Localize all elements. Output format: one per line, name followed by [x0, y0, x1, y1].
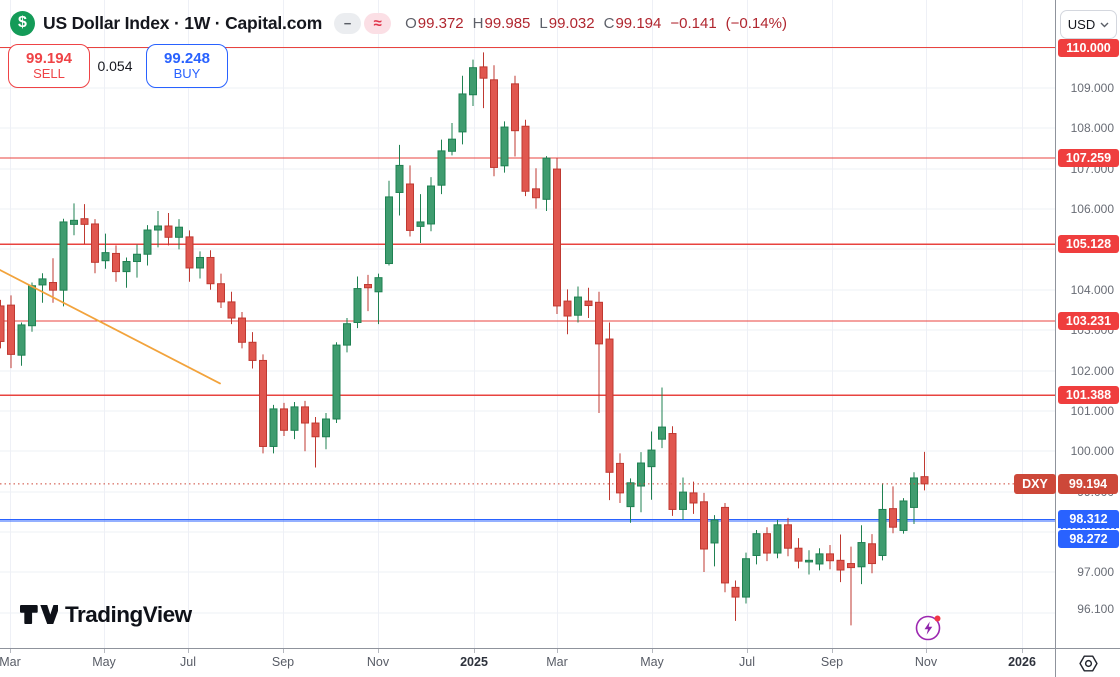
buy-label: BUY: [173, 66, 201, 82]
time-axis-month-label: Mar: [546, 655, 568, 669]
trendline: [0, 269, 221, 385]
time-axis-tick: [283, 649, 284, 653]
time-axis-month-label: Jul: [180, 655, 196, 669]
time-axis-tick: [10, 649, 11, 653]
time-axis-tick: [104, 649, 105, 653]
flash-events-icon[interactable]: [913, 612, 944, 643]
price-tick-label: 106.000: [1070, 202, 1114, 217]
time-axis-year-label: 2026: [1008, 655, 1036, 669]
time-axis-month-label: Mar: [0, 655, 21, 669]
tradingview-mark-icon: [20, 605, 58, 624]
time-axis-tick: [1022, 649, 1023, 653]
time-axis-month-label: May: [92, 655, 116, 669]
time-axis-month-label: Sep: [271, 655, 295, 669]
price-tick-label: 100.000: [1070, 444, 1114, 459]
currency-selector[interactable]: USD: [1060, 10, 1117, 39]
level-price-badge: 101.388: [1058, 386, 1119, 405]
time-axis-month-label: Jul: [739, 655, 755, 669]
pane-settings-hexagon-icon[interactable]: [1077, 652, 1100, 675]
level-price-badge: 105.128: [1058, 235, 1119, 254]
price-tick-label: 101.000: [1070, 403, 1114, 418]
time-axis[interactable]: Mar May Jul Sep Nov 2025 Mar May Jul Sep Nov 2026: [0, 648, 1055, 677]
sell-label: SELL: [33, 66, 65, 82]
price-tick-label: 104.000: [1070, 282, 1114, 297]
buy-price: 99.248: [164, 49, 210, 67]
time-axis-tick: [474, 649, 475, 653]
level-price-badge: 110.000: [1058, 38, 1119, 57]
price-tick-label: 96.100: [1077, 601, 1114, 616]
price-chart-canvas[interactable]: [0, 0, 1055, 648]
time-axis-month-label: Nov: [914, 655, 938, 669]
chevron-down-icon: [1100, 22, 1109, 27]
last-price-badge: DXY 99.194: [1014, 473, 1118, 494]
time-axis-year-label: 2025: [460, 655, 488, 669]
price-tick-label: 108.000: [1070, 121, 1114, 136]
level-price-badge: 107.259: [1058, 149, 1119, 168]
sell-price: 99.194: [26, 49, 72, 67]
time-axis-month-label: May: [640, 655, 664, 669]
sell-button[interactable]: 99.194 SELL: [8, 44, 90, 88]
last-price-value: 99.194: [1058, 473, 1118, 494]
time-axis-tick: [747, 649, 748, 653]
currency-label: USD: [1067, 17, 1096, 32]
time-axis-tick: [652, 649, 653, 653]
time-axis-tick: [926, 649, 927, 653]
alert-price-badge: 98.272: [1058, 529, 1119, 548]
tradingview-logo-text: TradingView: [65, 601, 192, 627]
price-axis[interactable]: USD 109.000 108.000 107.000 106.000 104.000 1…: [1055, 0, 1120, 648]
symbol-title[interactable]: US Dollar Index · 1W · Capital.com: [43, 12, 323, 33]
candlestick-series: [0, 52, 929, 626]
time-axis-tick: [832, 649, 833, 653]
delayed-data-approx-icon[interactable]: ≈: [364, 12, 392, 34]
last-price-symbol: DXY: [1014, 473, 1056, 494]
price-tick-label: 102.000: [1070, 363, 1114, 378]
market-status-minus-icon[interactable]: −: [334, 12, 362, 34]
level-price-badge: 103.231: [1058, 311, 1119, 330]
tradingview-logo[interactable]: TradingView: [20, 601, 192, 628]
time-axis-tick: [557, 649, 558, 653]
price-tick-label: 109.000: [1070, 80, 1114, 95]
buy-button[interactable]: 99.248 BUY: [146, 44, 228, 88]
time-axis-month-label: Nov: [366, 655, 390, 669]
time-axis-tick: [378, 649, 379, 653]
alert-price-badge: 98.312: [1058, 509, 1119, 529]
time-axis-month-label: Sep: [820, 655, 844, 669]
price-tick-label: 97.000: [1077, 565, 1114, 580]
time-axis-tick: [188, 649, 189, 653]
axis-corner: [1055, 648, 1120, 677]
